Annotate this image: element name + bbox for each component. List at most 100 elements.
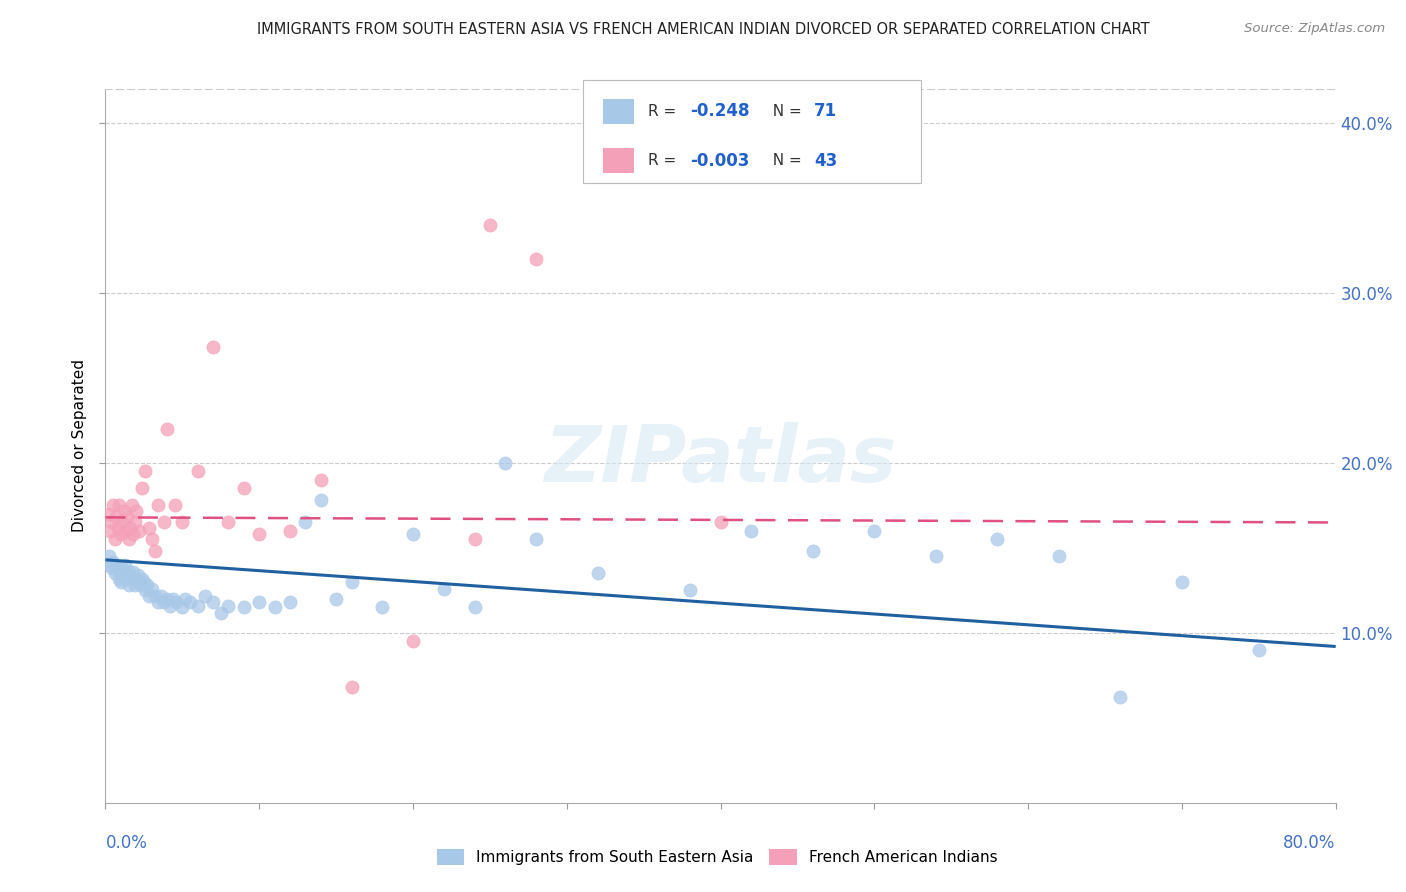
Point (117, 533, 139, 547)
Point (138, 520, 160, 534)
Y-axis label: Divorced or Separated: Divorced or Separated (72, 359, 87, 533)
Point (128, 574, 150, 589)
Point (146, 499, 169, 513)
Point (104, 533, 127, 547)
Point (325, 591, 347, 606)
Point (122, 527, 145, 541)
Point (149, 589, 172, 603)
Text: N =: N = (763, 104, 807, 119)
Point (309, 473, 332, 487)
Point (125, 572, 148, 586)
Point (371, 600, 394, 615)
Point (172, 600, 194, 615)
Point (478, 218, 501, 232)
Point (136, 578, 159, 592)
Point (156, 422, 179, 436)
Point (120, 520, 141, 534)
Point (202, 595, 225, 609)
Point (247, 527, 270, 541)
Text: 71: 71 (814, 103, 837, 120)
Point (402, 634, 425, 648)
Point (1171, 574, 1194, 589)
Text: R =: R = (648, 104, 682, 119)
Point (124, 578, 146, 592)
Point (165, 595, 187, 609)
Point (98, 524, 121, 538)
Point (111, 516, 134, 530)
Point (187, 599, 209, 613)
Point (1247, 643, 1270, 657)
Point (110, 574, 132, 589)
Point (159, 599, 181, 613)
Point (110, 565, 132, 579)
Point (134, 583, 156, 598)
Point (101, 555, 124, 569)
Point (340, 574, 363, 589)
Point (194, 589, 217, 603)
Point (146, 595, 169, 609)
Point (132, 574, 155, 589)
Point (153, 516, 176, 530)
Point (117, 578, 139, 592)
Point (232, 482, 254, 496)
Point (107, 561, 129, 575)
Text: 0.0%: 0.0% (105, 834, 148, 852)
Point (104, 566, 127, 581)
Point (143, 589, 166, 603)
Point (105, 558, 128, 572)
Point (120, 568, 141, 582)
Point (127, 568, 149, 582)
Point (402, 527, 425, 541)
Point (1109, 690, 1132, 705)
Point (801, 544, 824, 558)
Point (117, 565, 139, 579)
Point (464, 600, 486, 615)
Point (679, 583, 702, 598)
Point (112, 568, 135, 582)
Point (115, 510, 138, 524)
Point (524, 252, 547, 266)
Point (247, 595, 270, 609)
Point (986, 533, 1008, 547)
Point (710, 516, 733, 530)
Text: -0.003: -0.003 (690, 152, 749, 169)
Point (101, 499, 124, 513)
Point (179, 595, 201, 609)
Point (111, 561, 134, 575)
Text: ZIPatlas: ZIPatlas (544, 422, 897, 499)
Text: 43: 43 (814, 152, 838, 169)
Point (174, 591, 197, 606)
Point (925, 549, 948, 564)
Text: R =: R = (648, 153, 682, 168)
Point (114, 558, 136, 572)
Point (138, 589, 160, 603)
Text: N =: N = (763, 153, 807, 168)
Point (218, 599, 240, 613)
Point (129, 578, 152, 592)
Point (309, 493, 332, 508)
Text: IMMIGRANTS FROM SOUTH EASTERN ASIA VS FRENCH AMERICAN INDIAN DIVORCED OR SEPARAT: IMMIGRANTS FROM SOUTH EASTERN ASIA VS FR… (257, 22, 1149, 37)
Text: 80.0%: 80.0% (1284, 834, 1336, 852)
Point (100, 516, 122, 530)
Point (218, 516, 240, 530)
Point (97, 549, 120, 564)
Point (494, 456, 516, 470)
Point (740, 524, 762, 538)
Point (124, 516, 146, 530)
Point (121, 499, 143, 513)
Point (172, 516, 194, 530)
Point (108, 572, 131, 586)
Point (121, 572, 143, 586)
Point (141, 533, 163, 547)
Point (278, 524, 301, 538)
Point (143, 544, 166, 558)
Point (586, 566, 609, 581)
Point (524, 533, 547, 547)
Point (141, 582, 163, 596)
Point (105, 510, 128, 524)
Point (131, 482, 153, 496)
Point (187, 465, 209, 479)
Point (863, 524, 886, 538)
Text: -0.248: -0.248 (690, 103, 749, 120)
Point (1047, 549, 1070, 564)
